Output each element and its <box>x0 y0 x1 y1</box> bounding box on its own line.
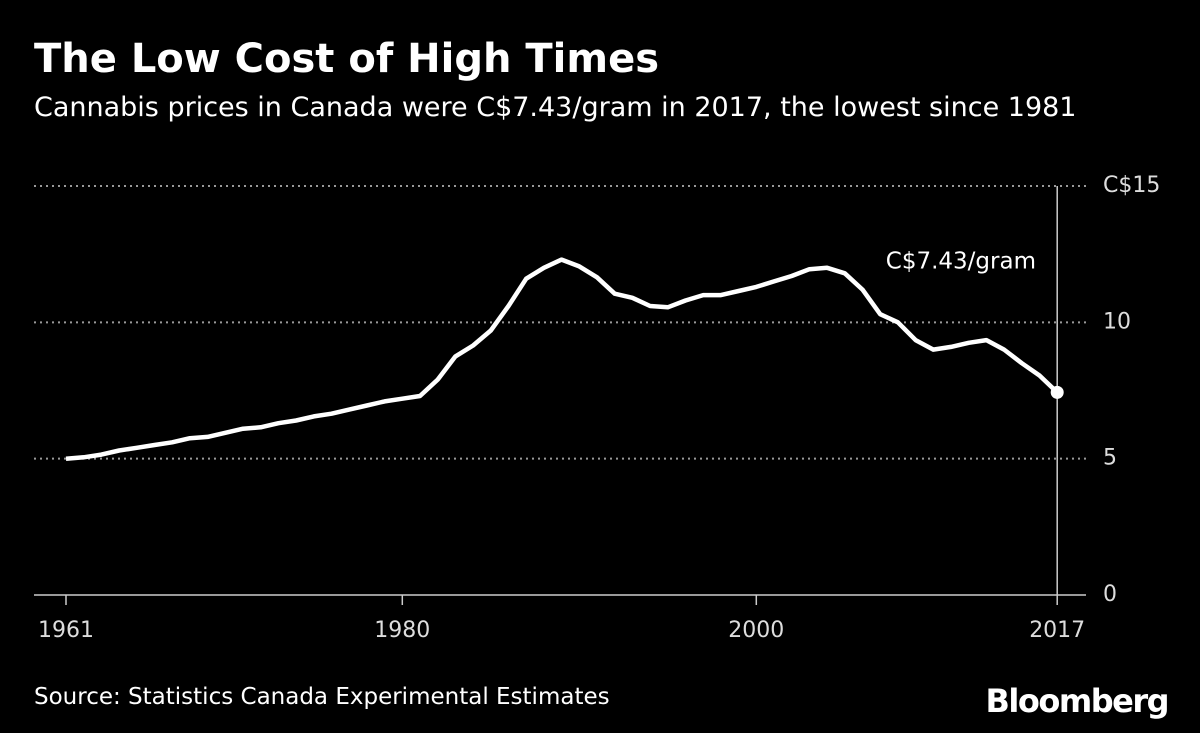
y-tick-label: 5 <box>1103 446 1117 471</box>
y-tick-label: C$15 <box>1103 173 1160 198</box>
end-point <box>1050 385 1064 399</box>
y-tick-label: 0 <box>1103 582 1117 607</box>
x-tick-label: 2017 <box>1029 618 1085 643</box>
source: Source: Statistics Canada Experimental E… <box>34 684 610 710</box>
chart-subtitle: Cannabis prices in Canada were C$7.43/gr… <box>34 92 1076 123</box>
price-line <box>65 257 1059 461</box>
chart-title: The Low Cost of High Times <box>34 36 659 82</box>
x-tick-label: 1961 <box>38 618 94 643</box>
brand-logo: Bloomberg <box>986 682 1168 720</box>
x-tick-label: 1980 <box>374 618 430 643</box>
annotation: C$7.43/gram <box>886 249 1036 275</box>
x-tick-label: 2000 <box>728 618 784 643</box>
y-tick-label: 10 <box>1103 309 1131 334</box>
